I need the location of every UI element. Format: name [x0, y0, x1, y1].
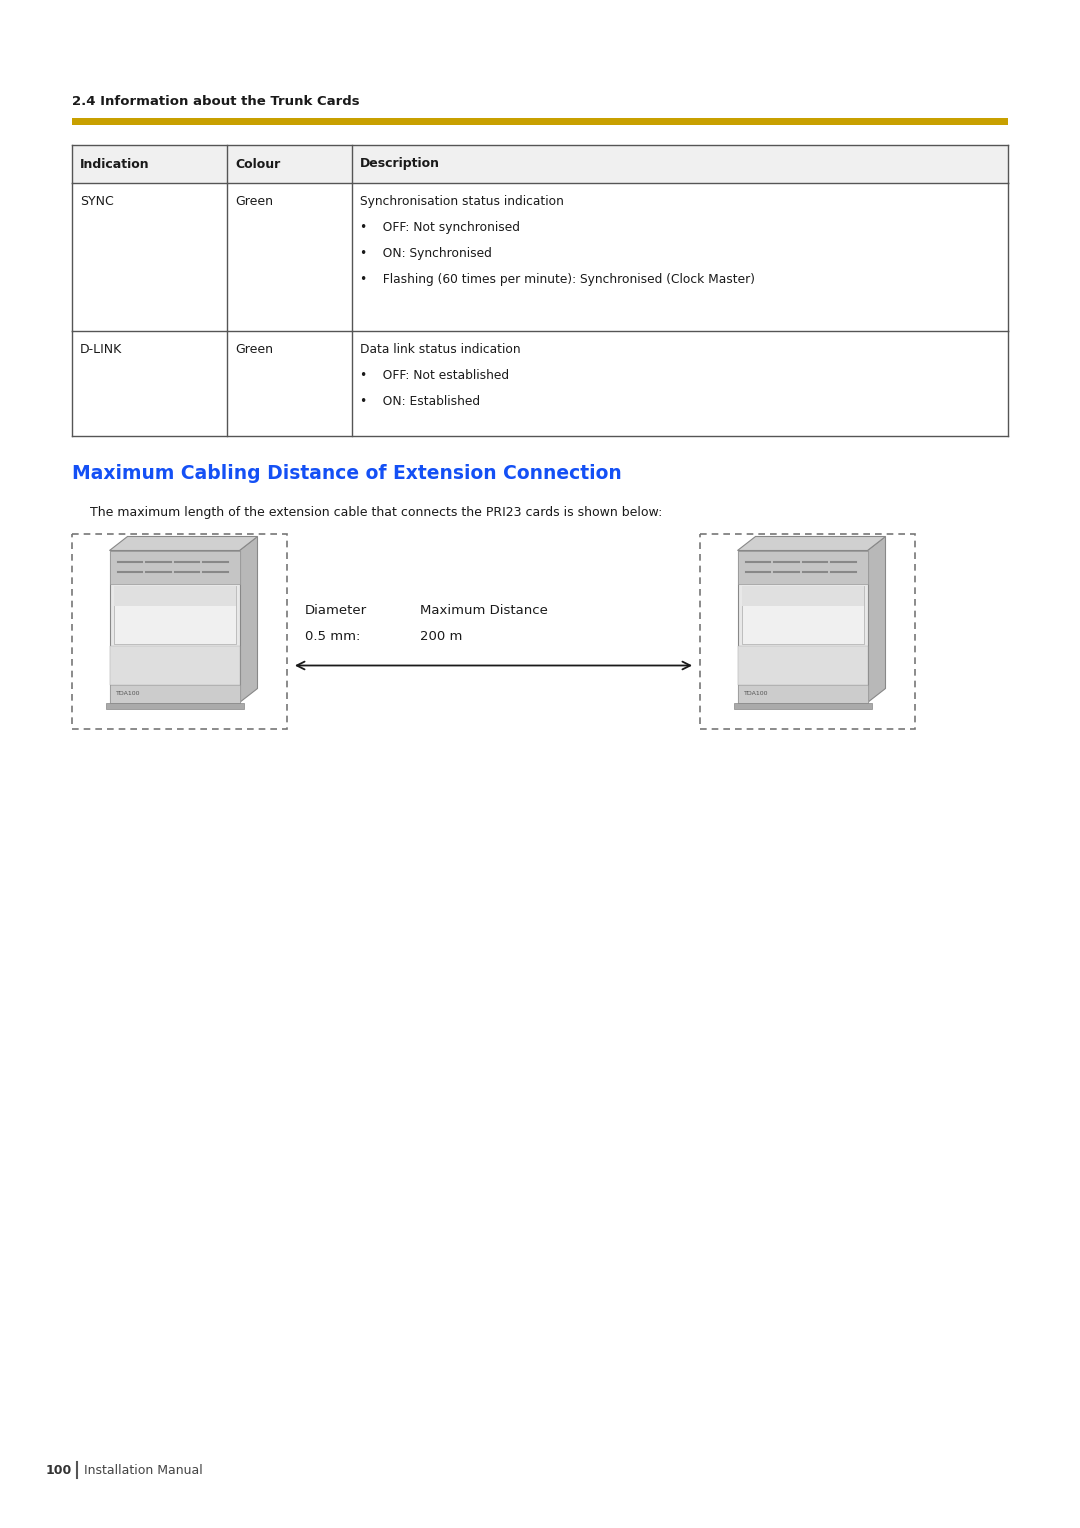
Text: SYNC: SYNC — [80, 196, 113, 208]
Text: •    OFF: Not synchronised: • OFF: Not synchronised — [360, 222, 519, 234]
Bar — [109, 550, 240, 584]
Bar — [109, 685, 240, 703]
Text: Synchronisation status indication: Synchronisation status indication — [360, 196, 564, 208]
Bar — [738, 646, 867, 685]
Text: •    ON: Synchronised: • ON: Synchronised — [360, 248, 491, 260]
Text: Indication: Indication — [80, 157, 150, 171]
Bar — [113, 585, 235, 607]
Bar — [109, 646, 240, 685]
Bar — [109, 550, 240, 703]
Bar — [72, 332, 1008, 435]
Bar — [738, 550, 867, 584]
Text: •    ON: Established: • ON: Established — [360, 396, 481, 408]
Text: 2.4 Information about the Trunk Cards: 2.4 Information about the Trunk Cards — [72, 95, 360, 108]
Text: •    OFF: Not established: • OFF: Not established — [360, 368, 509, 382]
Text: •    Flashing (60 times per minute): Synchronised (Clock Master): • Flashing (60 times per minute): Synchr… — [360, 274, 755, 286]
Text: 100: 100 — [45, 1464, 72, 1476]
Text: Installation Manual: Installation Manual — [84, 1464, 203, 1476]
Text: Data link status indication: Data link status indication — [360, 342, 521, 356]
Bar — [742, 585, 864, 607]
Text: D-LINK: D-LINK — [80, 342, 122, 356]
Bar — [72, 118, 1008, 125]
Bar — [733, 703, 872, 709]
Text: 200 m: 200 m — [420, 630, 462, 642]
Polygon shape — [109, 536, 257, 550]
Polygon shape — [867, 536, 886, 703]
Bar — [738, 550, 867, 703]
Text: Maximum Cabling Distance of Extension Connection: Maximum Cabling Distance of Extension Co… — [72, 465, 622, 483]
Bar — [72, 145, 1008, 183]
Bar — [700, 533, 915, 729]
Text: Maximum Distance: Maximum Distance — [420, 604, 548, 616]
Bar — [72, 183, 1008, 332]
Text: TDA100: TDA100 — [743, 691, 768, 695]
Text: TDA100: TDA100 — [116, 691, 140, 695]
Polygon shape — [240, 536, 257, 703]
Text: Description: Description — [360, 157, 440, 171]
Text: Green: Green — [235, 196, 273, 208]
Text: The maximum length of the extension cable that connects the PRI23 cards is shown: The maximum length of the extension cabl… — [90, 506, 662, 520]
Bar — [738, 685, 867, 703]
Polygon shape — [738, 536, 886, 550]
Text: 0.5 mm:: 0.5 mm: — [305, 630, 361, 642]
Bar — [742, 585, 864, 643]
Bar — [72, 533, 287, 729]
Bar — [113, 585, 235, 643]
Text: Colour: Colour — [235, 157, 280, 171]
Text: Diameter: Diameter — [305, 604, 367, 616]
Text: Green: Green — [235, 342, 273, 356]
Bar — [106, 703, 243, 709]
